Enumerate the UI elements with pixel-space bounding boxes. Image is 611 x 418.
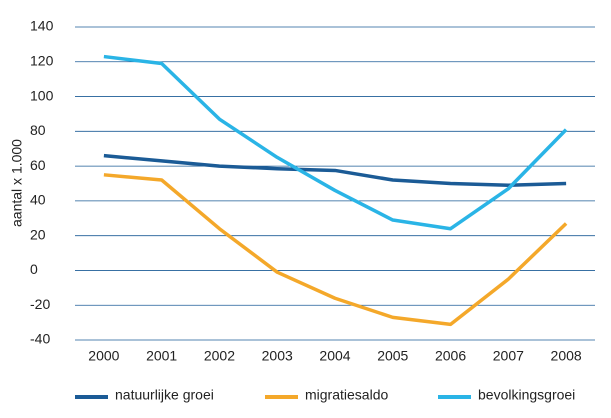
y-tick-label: -20 — [30, 296, 50, 312]
legend-label: bevolkingsgroei — [478, 387, 575, 403]
y-tick-label: 120 — [30, 52, 54, 68]
y-tick-label: 60 — [30, 157, 46, 173]
series-line — [103, 54, 568, 231]
legend-label: natuurlijke groei — [115, 387, 214, 403]
x-tick-label: 2008 — [551, 348, 582, 364]
y-tick-label: 80 — [30, 122, 46, 138]
series-line — [103, 173, 568, 327]
x-tick-label: 2002 — [204, 348, 235, 364]
y-axis-label: aantal x 1.000 — [9, 139, 25, 227]
y-tick-label: -40 — [30, 331, 50, 347]
series-line — [103, 153, 567, 187]
x-tick-label: 2000 — [88, 348, 119, 364]
y-tick-label: 40 — [30, 192, 46, 208]
y-tick-label: 100 — [30, 87, 54, 103]
y-tick-label: 140 — [30, 18, 54, 34]
x-tick-label: 2005 — [377, 348, 408, 364]
y-tick-label: 0 — [30, 261, 38, 277]
y-tick-label: 20 — [30, 226, 46, 242]
x-tick-label: 2006 — [435, 348, 466, 364]
x-tick-label: 2004 — [319, 348, 350, 364]
legend-label: migratiesaldo — [305, 387, 388, 403]
x-tick-label: 2001 — [146, 348, 177, 364]
x-tick-label: 2003 — [262, 348, 293, 364]
x-tick-label: 2007 — [493, 348, 524, 364]
